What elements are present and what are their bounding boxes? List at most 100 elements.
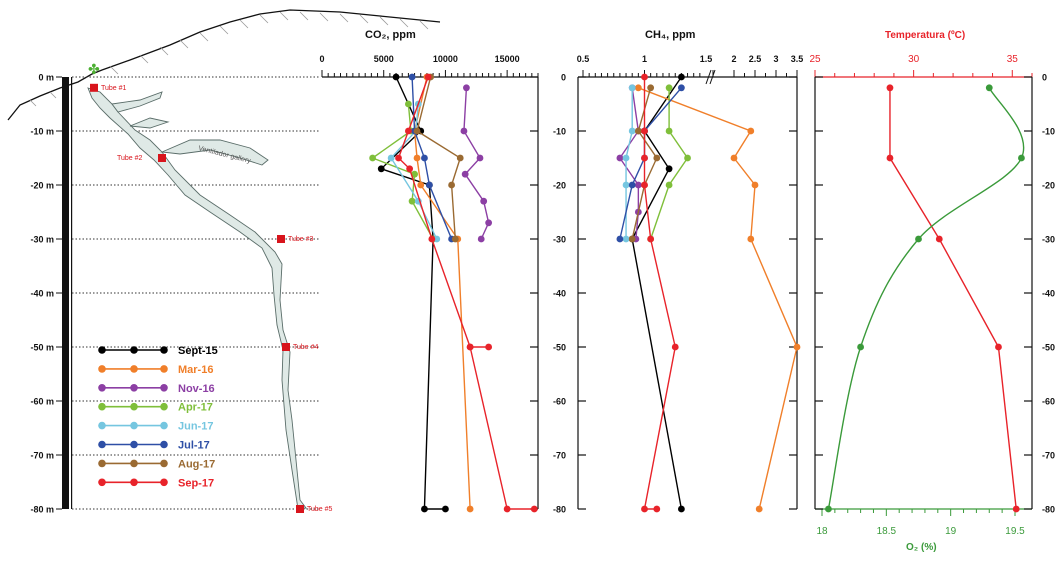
co2-sept-15-point [442,505,449,513]
o2-point [857,343,864,351]
legend-label: Jun-17 [178,421,213,433]
temperature-axis-title: Temperatura (ºC) [885,30,965,41]
ch4-jun-17-point [622,181,630,189]
tube-label: Tube #3 [288,236,314,243]
depth-label: -50 m [30,343,54,353]
legend-marker [130,459,138,468]
ch4-nov-16-point [616,154,624,162]
co2-nov-16-point [463,84,470,92]
co2-sep-17-point [406,165,414,173]
co2-jul-17-point [408,73,416,81]
ch4-aug-17-point [647,84,655,92]
ch4-sep-17-point [671,343,679,351]
ch4-sep-17-line [643,77,676,510]
co2-x-tick-label: 10000 [433,54,458,64]
ch4-sept-15-point [678,505,685,513]
ch4-sept-15-point [665,165,673,173]
o2-tick-label: 19 [945,526,957,537]
legend-marker [160,421,168,430]
co2-sep-17-point [405,127,412,135]
co2-panel: CO₂, ppm 0 5000 10000 15000 [319,29,539,513]
co2-x-tick-label: 15000 [495,54,520,64]
temperature-tick-label: 25 [809,54,821,65]
o2-axis-title: O₂ (%) [906,542,937,553]
ch4-sep-17-point [653,505,661,513]
co2-sep-17-point [485,343,493,351]
co2-jun-17-point [433,235,441,243]
legend-marker [160,440,168,449]
ch4-aug-17-point [634,127,642,135]
co2-mar-16-line [413,76,471,510]
ch4-apr-17-point [684,154,691,162]
legend-marker [160,459,168,468]
legend-marker [130,440,138,449]
ch4-x-tick-label: 1.5 [700,54,713,64]
co2-aug-17-point [456,154,464,162]
ch4-y-tick-label: -70 [553,451,566,461]
co2-apr-17-point [405,100,412,108]
co2-jun-17-point [387,154,395,162]
ch4-jul-17-point [616,235,624,243]
o2-point [825,505,832,513]
co2-title: CO₂, ppm [365,29,416,41]
ch4-y-tick-label: -40 [553,289,566,299]
co2-nov-16-point [460,127,468,135]
ch4-sep-17-point [641,127,648,135]
ch4-x-tick-label: 0.5 [577,54,590,64]
ch4-jul-17-point [678,84,685,92]
legend-marker [130,346,138,354]
legend-marker [98,478,106,487]
ch4-y-tick-label: 0 [561,73,566,83]
legend-marker [98,365,106,373]
to2-y-tick-label: -80 [1042,505,1055,515]
tube-marker [277,235,285,243]
temperature-point [935,235,943,243]
depth-column-bar [62,77,69,509]
temperature-point [1012,505,1020,513]
co2-x-tick-label: 5000 [374,54,394,64]
legend-marker [130,384,138,392]
legend-marker [160,365,168,373]
tube-label: Tube #2 [117,155,143,162]
cave-panel: Ventilador gallery ✤ 0 m-10 m-20 m-30 m-… [7,9,441,515]
ch4-jun-17-point [628,84,636,92]
ch4-aug-17-point [628,235,636,243]
depth-label: -40 m [30,289,54,299]
co2-sep-17-point [428,235,436,243]
co2-sep-17-point [530,505,538,513]
ch4-apr-17-point [665,181,673,189]
tube-marker [158,154,166,162]
tube-label: Tube #5 [307,506,333,513]
legend-marker [98,440,106,449]
to2-y-tick-label: -70 [1042,451,1055,461]
co2-nov-16-point [476,154,484,162]
ch4-mar-16-point [747,235,755,243]
ch4-sept-15-point [678,73,685,81]
ch4-mar-16-point [747,127,755,135]
ch4-x-tick-label: 3.5 [791,54,804,64]
co2-aug-17-point [451,235,459,243]
co2-apr-17-point [411,170,418,178]
ch4-jun-17-line [625,87,633,239]
ch4-y-tick-label: -30 [553,235,566,245]
co2-aug-17-point [413,127,421,135]
legend-marker [160,478,168,487]
co2-mar-16-point [466,505,474,513]
legend-marker [160,384,168,392]
ch4-y-tick-label: -10 [553,127,566,137]
legend: Sept-15 Mar-16 Nov-16 Apr-17 Jun-17 Jul-17 Aug… [98,345,218,489]
ch4-y-tick-label: -50 [553,343,566,353]
co2-sep-17-point [424,73,432,81]
co2-apr-17-point [408,197,416,205]
ch4-sep-17-point [641,154,648,162]
ch4-mar-16-point [730,154,738,162]
temperature-point [886,154,894,162]
ch4-x-tick-label: 2.5 [749,54,762,64]
ch4-sep-17-point [647,235,655,243]
co2-jul-17-point [421,154,428,162]
to2-y-tick-label: -50 [1042,343,1055,353]
tube-marker [296,505,304,513]
co2-sept-15-line [379,76,446,510]
depth-label: -30 m [30,235,54,245]
